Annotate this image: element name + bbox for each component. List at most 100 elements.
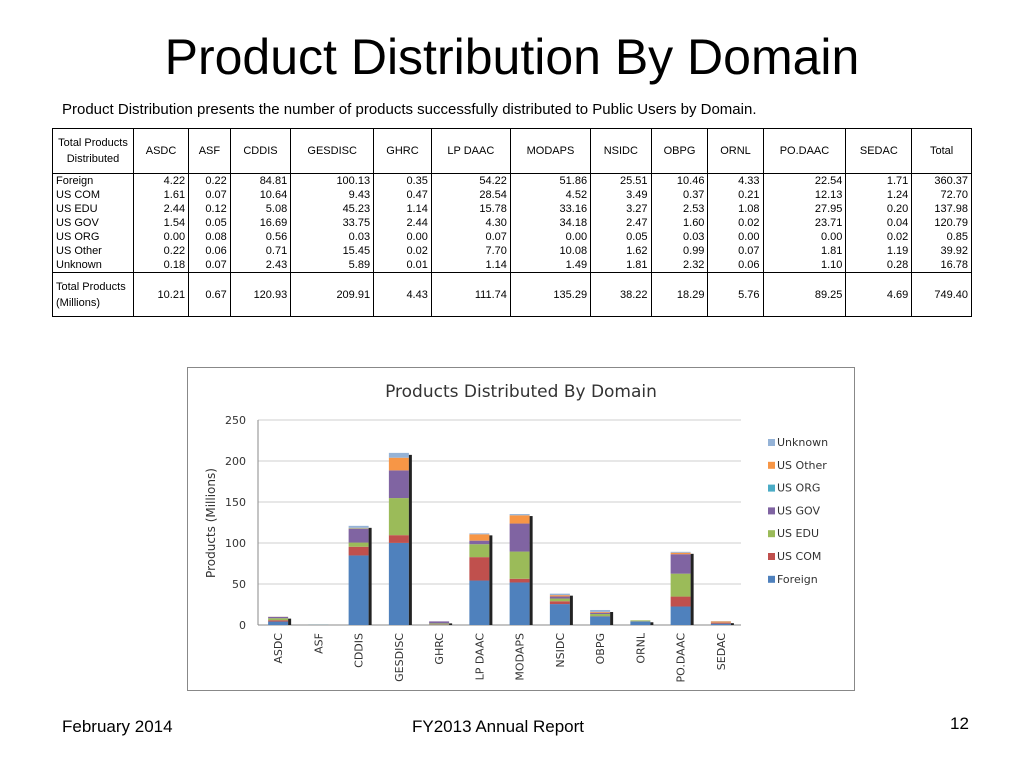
x-tick-label: ASF [312,633,325,654]
row-label: Unknown [52,258,134,273]
table-cell: 0.00 [373,230,432,244]
footer-report-name: FY2013 Annual Report [412,717,585,736]
total-cell: 120.93 [229,272,292,317]
table-cell: 137.98 [911,202,972,216]
table-cell: 15.78 [430,202,511,216]
bar-segment [710,622,731,624]
bar-shadow [650,622,654,625]
bar-segment [469,534,490,541]
legend-entry: US COM [777,550,821,563]
bar-shadow [368,527,372,625]
table-cell: 15.45 [290,244,375,258]
bar-segment [710,621,731,623]
table-cell: 1.14 [373,202,432,216]
table-header-row: Total Products Distributed ASDC ASF CDDI… [52,128,972,174]
table-cell: 0.02 [373,244,432,258]
bar-segment [670,552,691,555]
bar-segment [590,616,611,625]
bar-segment [509,523,530,552]
table-corner-label: Total Products Distributed [52,128,134,174]
table-row: US EDU 2.44 0.12 5.08 45.23 1.14 15.78 33.16 3.2… [52,202,972,216]
slide-subtitle: Product Distribution presents the number… [62,101,757,118]
table-cell: 27.95 [762,202,847,216]
table-cell: 1.49 [509,258,592,273]
bar-segment [509,551,530,579]
table-cell: 4.33 [707,173,764,188]
total-cell: 209.91 [290,272,375,317]
bar-segment [670,551,691,553]
bar-segment [469,580,490,625]
footer-date: February 2014 [62,717,173,736]
bar-shadow [569,595,573,625]
table-cell: 0.35 [373,173,432,188]
table-cell: 0.00 [707,230,764,244]
table-cell: 4.30 [430,216,511,230]
bar-segment [348,528,369,543]
table-cell: 1.81 [590,258,652,273]
table-cell: 0.05 [590,230,652,244]
bar-shadow [449,623,453,625]
table-cell: 0.99 [650,244,709,258]
table-cell: 10.46 [650,173,709,188]
table-column-header: LP DAAC [430,128,511,174]
total-row-label: Total Products (Millions) [52,272,134,317]
bar-segment [509,515,530,524]
row-label: US ORG [52,230,134,244]
y-tick-label: 100 [225,537,246,550]
y-tick-label: 200 [225,455,246,468]
table-cell: 0.22 [132,244,190,258]
table-cell: 1.24 [845,188,913,202]
table-column-header: ASF [188,128,231,174]
total-cell: 18.29 [650,272,709,317]
x-tick-label: PO.DAAC [675,633,688,683]
table-cell: 10.08 [509,244,592,258]
table-cell: 16.78 [911,258,972,273]
y-tick-label: 250 [225,414,246,427]
bar-segment [388,470,409,499]
chart-frame: Products Distributed By Domain 0 50 100 150 2… [187,367,855,691]
table-cell: 0.00 [132,230,190,244]
x-tick-label: OBPG [594,633,607,664]
table-column-header: PO.DAAC [762,128,847,174]
table-cell: 1.19 [845,244,913,258]
bar-segment [509,582,530,625]
table-cell: 39.92 [911,244,972,258]
table-column-header: Total [911,128,972,174]
table-cell: 34.18 [509,216,592,230]
table-cell: 0.22 [188,173,231,188]
total-cell: 111.74 [430,272,511,317]
table-cell: 5.89 [290,258,375,273]
row-label: US COM [52,188,134,202]
bar-segment [509,514,530,516]
total-cell: 4.43 [373,272,432,317]
bar-segment [549,595,570,597]
bar-shadow [408,454,412,625]
table-cell: 2.43 [229,258,292,273]
bar-segment [509,578,530,583]
table-cell: 0.01 [373,258,432,273]
bar-segment [590,614,611,617]
table-cell: 2.44 [373,216,432,230]
slide-title: Product Distribution By Domain [164,29,860,85]
x-tick-label: SEDAC [715,633,728,671]
table-cell: 0.85 [911,230,972,244]
bar-segment [590,612,611,615]
table-cell: 1.60 [650,216,709,230]
y-tick-label: 150 [225,496,246,509]
x-tick-label: CDDIS [353,633,366,668]
bar-shadow [690,553,694,625]
table-cell: 0.03 [290,230,375,244]
table-row: US COM 1.61 0.07 10.64 9.43 0.47 28.54 4.52 3.49… [52,188,972,202]
legend-entry: US EDU [777,527,819,540]
table-cell: 0.05 [188,216,231,230]
table-cell: 0.07 [430,230,511,244]
table-cell: 33.75 [290,216,375,230]
table-cell: 2.47 [590,216,652,230]
table-cell: 1.71 [845,173,913,188]
page-number: 12 [950,714,969,733]
legend-swatch [768,439,775,446]
bar-segment [549,601,570,605]
bar-segment [630,621,651,625]
distribution-table: Total Products Distributed ASDC ASF CDDI… [52,128,972,317]
table-cell: 25.51 [590,173,652,188]
